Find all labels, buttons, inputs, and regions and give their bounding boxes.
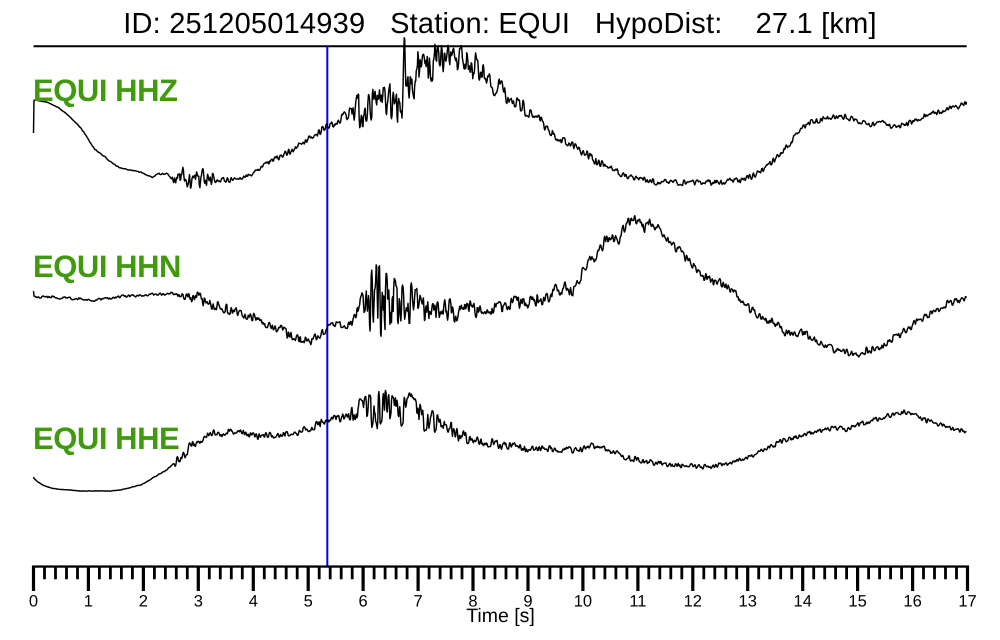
- svg-text:0: 0: [29, 593, 38, 611]
- svg-text:EQUI HHN: EQUI HHN: [33, 249, 181, 284]
- svg-text:12: 12: [684, 593, 702, 611]
- svg-text:4: 4: [249, 593, 258, 611]
- svg-text:EQUI HHZ: EQUI HHZ: [33, 73, 178, 108]
- svg-text:17: 17: [958, 593, 976, 611]
- svg-text:EQUI HHE: EQUI HHE: [33, 421, 179, 456]
- svg-text:1: 1: [84, 593, 93, 611]
- svg-text:15: 15: [848, 593, 866, 611]
- svg-text:16: 16: [903, 593, 921, 611]
- svg-text:13: 13: [739, 593, 757, 611]
- svg-text:6: 6: [359, 593, 368, 611]
- svg-text:9: 9: [523, 593, 532, 611]
- svg-text:7: 7: [414, 593, 423, 611]
- svg-text:8: 8: [468, 593, 477, 611]
- svg-text:2: 2: [139, 593, 148, 611]
- svg-text:3: 3: [194, 593, 203, 611]
- svg-text:Time [s]: Time [s]: [466, 605, 535, 627]
- svg-text:5: 5: [304, 593, 313, 611]
- svg-text:14: 14: [794, 593, 812, 611]
- svg-text:10: 10: [574, 593, 592, 611]
- svg-text:11: 11: [629, 593, 646, 611]
- svg-text:ID: 251205014939 Station: EQ: ID: 251205014939 Station: EQUI HypoDist:…: [123, 8, 876, 40]
